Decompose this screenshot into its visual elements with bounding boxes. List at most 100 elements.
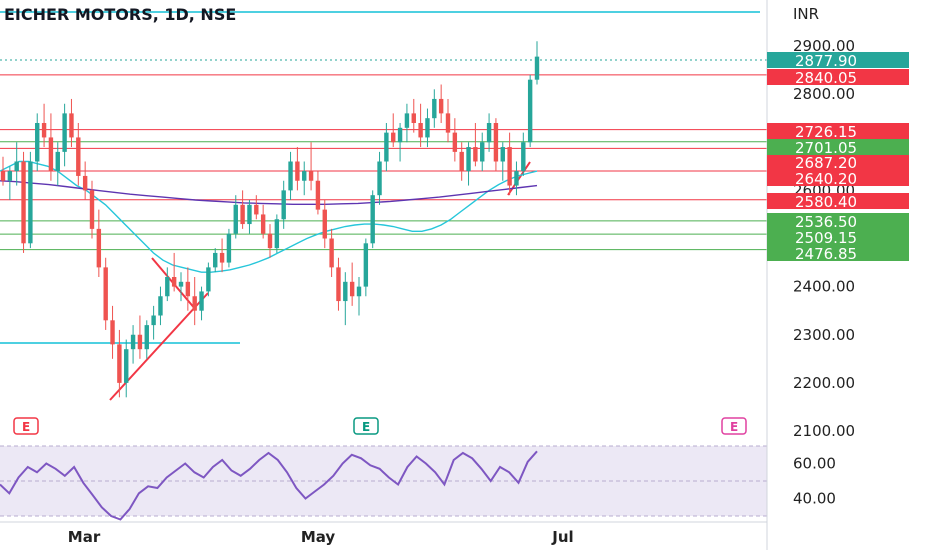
rsi-axis[interactable]: 60.00 40.00 <box>793 455 836 508</box>
candle-body <box>260 214 266 234</box>
candle-body <box>14 161 19 172</box>
candle-body <box>117 344 122 383</box>
candle-body <box>226 233 232 263</box>
candle-body <box>281 190 286 220</box>
price-tick-label: 2900.00 <box>793 37 855 55</box>
candle-body <box>534 56 540 80</box>
earnings-marker-box <box>721 417 747 435</box>
slow-moving-average <box>0 180 538 205</box>
candle-body <box>288 161 293 191</box>
price-tag-label: 2509.15 <box>795 229 857 247</box>
candle-body <box>315 180 321 210</box>
earnings-marker[interactable]: E <box>353 417 379 435</box>
candle-body <box>377 161 382 196</box>
candle-body <box>308 171 314 181</box>
candle-body <box>363 243 369 287</box>
earnings-marker-label: E <box>730 420 738 434</box>
earnings-marker-box <box>353 417 379 435</box>
candle-body <box>438 98 444 114</box>
candle-body <box>480 142 485 162</box>
candle-body <box>432 98 437 119</box>
candle-body <box>322 209 327 239</box>
candle-body <box>41 123 47 138</box>
candle-body <box>82 175 88 191</box>
candle-body <box>459 151 464 172</box>
candle-body <box>35 123 40 162</box>
candle-body <box>28 161 33 244</box>
candle-body <box>69 113 74 138</box>
candle-body <box>452 132 458 152</box>
price-tag-box <box>767 170 909 186</box>
level-lines <box>0 11 767 344</box>
candle-body <box>384 132 389 162</box>
price-tag-label: 2476.85 <box>795 245 857 263</box>
candle-body <box>89 190 95 229</box>
candle-body <box>96 228 102 268</box>
price-tag-box <box>767 139 909 155</box>
candle-body <box>486 123 492 143</box>
price-tag-label: 2640.20 <box>795 170 857 188</box>
rsi-tick-label: 60.00 <box>793 455 836 473</box>
candle-body <box>370 195 375 244</box>
price-tag-label: 2580.40 <box>795 193 857 211</box>
candle-body <box>473 147 478 162</box>
candle-body <box>21 161 26 244</box>
rsi-tick-label: 40.00 <box>793 490 836 508</box>
candle-body <box>527 79 533 143</box>
rsi-line <box>0 450 538 521</box>
candle-body <box>425 118 430 138</box>
candle-body <box>151 315 156 326</box>
time-tick-label: Jul <box>551 528 573 546</box>
candle-body <box>418 123 423 138</box>
candle-body <box>466 147 471 172</box>
candle-body <box>144 325 149 350</box>
candle-body <box>336 267 341 302</box>
candle-body <box>213 252 218 268</box>
price-tag-label: 2687.20 <box>795 154 857 172</box>
earnings-marker[interactable]: E <box>721 417 747 435</box>
rsi-pane <box>0 445 767 521</box>
candlestick-series <box>0 41 540 398</box>
price-tag-label: 2726.15 <box>795 123 857 141</box>
candle-body <box>514 171 519 186</box>
time-tick-label: May <box>301 528 336 546</box>
candle-body <box>137 334 143 350</box>
price-tag-box <box>767 154 909 170</box>
price-tag-label: 2840.05 <box>795 69 857 87</box>
candle-body <box>493 123 499 162</box>
price-tag-label: 2536.50 <box>795 213 857 231</box>
candle-body <box>240 204 245 225</box>
candle-body <box>302 171 307 181</box>
moving-averages <box>0 160 538 273</box>
candle-body <box>206 267 211 292</box>
price-tag-box <box>767 213 909 229</box>
candle-body <box>267 233 273 249</box>
candle-body <box>295 161 300 181</box>
price-tag-box <box>767 69 909 85</box>
candle-body <box>356 286 362 297</box>
candle-body <box>124 349 129 383</box>
candle-body <box>219 252 225 263</box>
candle-body <box>397 127 403 143</box>
candle-body <box>199 291 204 311</box>
candle-body <box>158 296 163 316</box>
candle-body <box>500 147 505 162</box>
earnings-marker-box <box>13 417 39 435</box>
breakout-trendline[interactable] <box>507 161 531 196</box>
earnings-marker[interactable]: E <box>13 417 39 435</box>
price-tag-box <box>767 229 909 245</box>
price-tag-box <box>767 193 909 209</box>
candle-body <box>404 113 410 128</box>
candle-body <box>185 281 191 297</box>
candle-body <box>7 171 13 181</box>
candle-body <box>233 204 238 234</box>
price-tick-label: 2100.00 <box>793 422 855 440</box>
chart-title: EICHER MOTORS, 1D, NSE <box>4 5 236 24</box>
price-tick-label: 2400.00 <box>793 278 855 296</box>
price-tag-box <box>767 245 909 261</box>
candle-body <box>165 277 170 297</box>
time-axis[interactable]: Mar May Jul <box>68 528 574 546</box>
candle-body <box>247 204 252 225</box>
